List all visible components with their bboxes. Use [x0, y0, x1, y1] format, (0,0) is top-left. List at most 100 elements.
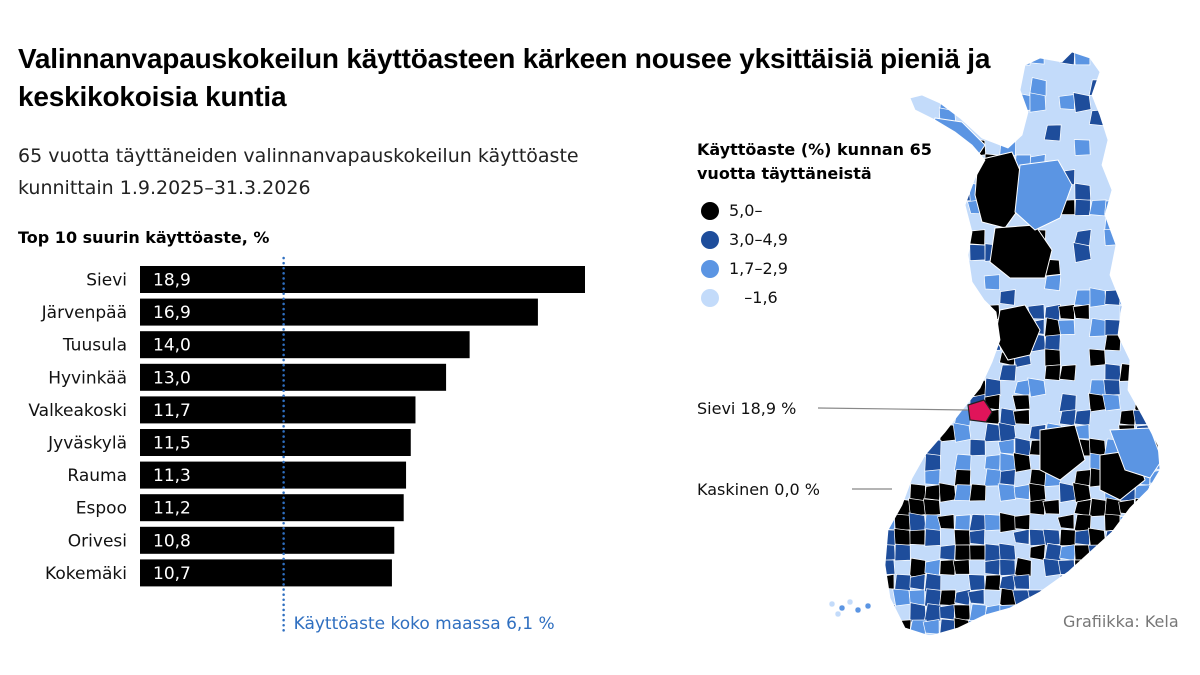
municipality [982, 64, 1001, 81]
municipality [999, 109, 1016, 126]
municipality [1104, 363, 1121, 382]
municipality [885, 454, 897, 471]
category-label: Kokemäki [45, 564, 127, 584]
bar-value-label: 13,0 [153, 368, 191, 388]
municipality [894, 573, 912, 592]
municipality [1134, 392, 1152, 413]
municipality [1149, 304, 1160, 322]
map-legend: Käyttöaste (%) kunnan 65 vuotta täyttäne… [697, 138, 957, 312]
municipality [1088, 589, 1106, 606]
municipality [954, 544, 971, 561]
municipality [984, 52, 1001, 67]
municipality [969, 483, 987, 502]
municipality [1147, 587, 1160, 608]
bar [140, 396, 416, 424]
municipality [1074, 633, 1091, 636]
municipality [1072, 242, 1092, 263]
municipality [984, 574, 1001, 591]
municipality [1133, 634, 1151, 636]
municipality [1149, 94, 1160, 111]
municipality [1104, 334, 1122, 352]
municipality [1058, 304, 1075, 320]
municipality [1147, 169, 1160, 186]
municipality [1132, 543, 1150, 560]
municipality [1058, 393, 1077, 412]
municipality [998, 633, 1017, 636]
legend-items: 5,0– 3,0–4,9 1,7–2,9 –1,6 [697, 196, 957, 312]
legend-swatch [701, 259, 719, 278]
municipality [885, 633, 896, 636]
category-label: Sievi [86, 271, 127, 291]
municipality [984, 513, 1001, 532]
municipality [952, 422, 972, 443]
municipality [1164, 394, 1181, 411]
municipality [939, 544, 956, 561]
category-label: Orivesi [68, 531, 127, 551]
municipality [1014, 159, 1073, 231]
municipality [938, 482, 957, 503]
municipality [1057, 319, 1076, 335]
municipality [1163, 185, 1181, 200]
municipality [1042, 604, 1060, 620]
municipality [1044, 317, 1062, 338]
municipality [1059, 364, 1077, 382]
municipality [1012, 394, 1031, 410]
municipality [1104, 558, 1121, 577]
municipality [999, 559, 1016, 576]
municipality [1029, 499, 1046, 516]
municipality [939, 589, 957, 606]
bar-chart: Sievi 18,9 Järvenpää 16,9 Tuusula 14,0 Hyvinkä… [28, 256, 585, 634]
municipality [1028, 482, 1047, 503]
municipality [937, 514, 955, 530]
municipality [999, 512, 1017, 533]
municipality [974, 151, 1023, 229]
municipality [967, 108, 987, 127]
municipality [1134, 574, 1151, 591]
municipality [1119, 634, 1136, 636]
municipality [1012, 409, 1030, 425]
municipality [1014, 52, 1031, 66]
municipality [1163, 575, 1180, 590]
municipality [908, 379, 926, 395]
municipality [1163, 78, 1181, 96]
municipality [923, 603, 942, 622]
municipality [1057, 634, 1075, 636]
municipality [1148, 242, 1160, 263]
municipality [1165, 335, 1181, 350]
municipality [1057, 513, 1075, 530]
municipality [1134, 184, 1151, 201]
municipality [908, 363, 926, 382]
municipality [1012, 528, 1030, 545]
municipality [983, 274, 1000, 291]
sievi-highlight [967, 399, 993, 423]
municipality [1103, 589, 1121, 606]
municipality [1042, 528, 1061, 547]
municipality [1103, 229, 1121, 246]
legend-item: 1,7–2,9 [697, 254, 957, 283]
legend-title: Käyttöaste (%) kunnan 65 vuotta täyttäne… [697, 140, 932, 183]
municipality [885, 604, 896, 621]
municipality [1148, 199, 1160, 216]
municipality [1059, 574, 1076, 591]
municipality [924, 588, 942, 607]
municipality [1164, 65, 1180, 80]
municipality [1148, 363, 1160, 382]
municipality [1148, 544, 1160, 562]
bar-value-label: 10,7 [153, 564, 191, 584]
municipality [939, 603, 956, 621]
legend-label: 1,7–2,9 [729, 259, 788, 278]
municipality [1132, 243, 1152, 262]
municipality [984, 559, 1001, 576]
municipality [885, 333, 896, 352]
municipality [1149, 78, 1160, 96]
municipality [999, 407, 1017, 428]
municipality [909, 439, 926, 456]
municipality [1147, 528, 1160, 547]
callout-label-kaskinen: Kaskinen 0,0 % [697, 480, 820, 499]
municipality [1057, 559, 1076, 575]
municipality [1074, 182, 1092, 203]
municipality [1072, 304, 1090, 320]
municipality [1013, 452, 1032, 473]
municipality [1088, 317, 1107, 338]
municipality [1164, 379, 1180, 394]
